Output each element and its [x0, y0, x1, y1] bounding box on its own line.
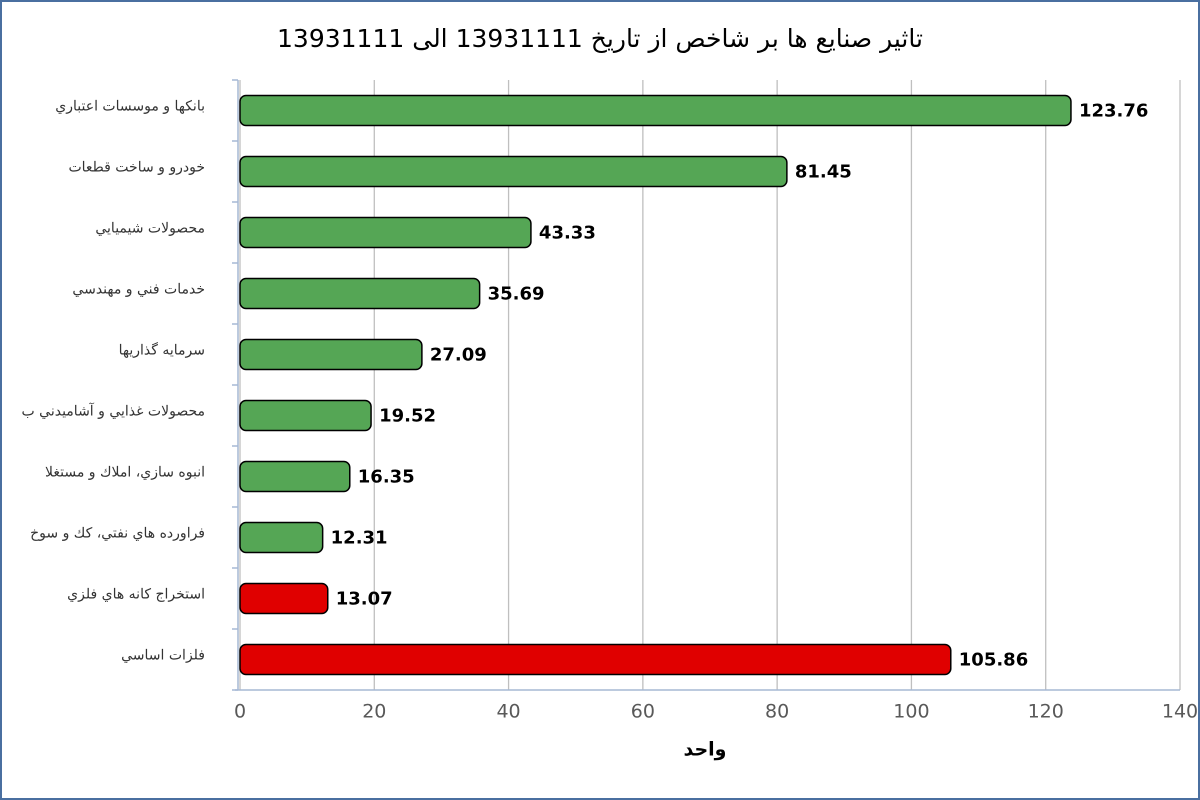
value-label: 123.76 — [1079, 101, 1148, 122]
x-axis-title: واحد — [684, 739, 727, 761]
value-label: 43.33 — [539, 223, 596, 244]
value-label: 105.86 — [959, 650, 1028, 671]
y-tick-label: بانكها و موسسات اعتباري — [55, 99, 205, 115]
bar — [239, 582, 329, 615]
value-label: 35.69 — [488, 284, 545, 305]
y-tick-label: محصولات غذايي و آشاميدني ب — [22, 402, 205, 420]
chart-title: تاثير صنايع ها بر شاخص از تاريخ 13931111… — [277, 24, 923, 54]
y-tick-label: استخراج كانه هاي فلزي — [67, 587, 205, 603]
y-tick-label: فلزات اساسي — [121, 648, 205, 664]
bar — [239, 338, 423, 371]
y-tick-label: محصولات شيميايي — [95, 221, 205, 237]
x-tick-label: 120 — [1028, 701, 1064, 723]
bar — [239, 216, 532, 249]
x-tick-label: 0 — [234, 701, 246, 723]
x-tick-label: 140 — [1162, 701, 1198, 723]
bar — [239, 277, 481, 310]
y-tick-label: خدمات فني و مهندسي — [72, 282, 205, 298]
value-label: 13.07 — [336, 589, 393, 610]
bar — [239, 643, 952, 676]
x-tick-label: 40 — [496, 701, 520, 723]
y-tick-label: انبوه سازي، املاك و مستغلا — [45, 465, 205, 481]
bar — [239, 521, 324, 554]
value-label: 12.31 — [331, 528, 388, 549]
value-label: 19.52 — [379, 406, 436, 427]
value-label: 16.35 — [358, 467, 415, 488]
bar — [239, 460, 351, 493]
x-tick-label: 20 — [362, 701, 386, 723]
bar — [239, 94, 1072, 127]
y-tick-label: سرمايه گذاريها — [119, 342, 205, 359]
x-tick-label: 60 — [631, 701, 655, 723]
bar — [239, 399, 372, 432]
value-label: 27.09 — [430, 345, 487, 366]
y-tick-label: خودرو و ساخت قطعات — [68, 160, 205, 176]
x-tick-label: 80 — [765, 701, 789, 723]
bar — [239, 155, 788, 188]
y-tick-label: فراورده هاي نفتي، كك و سوخ — [30, 526, 205, 542]
x-tick-label: 100 — [893, 701, 929, 723]
value-label: 81.45 — [795, 162, 852, 183]
